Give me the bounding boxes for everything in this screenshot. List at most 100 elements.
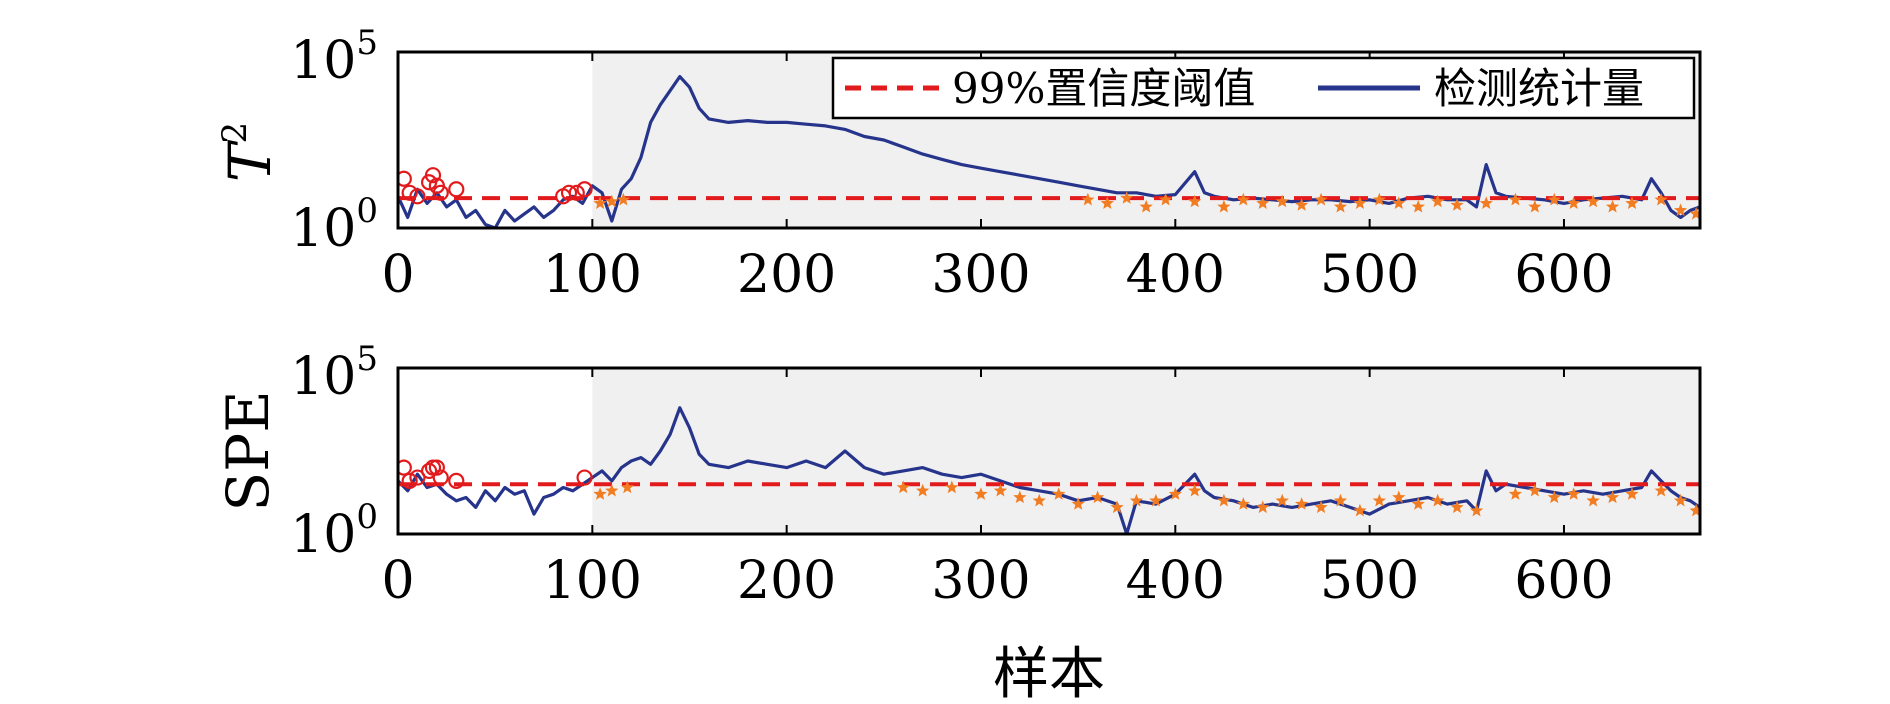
below-threshold-marker <box>1411 199 1425 213</box>
below-threshold-marker <box>1654 192 1668 206</box>
x-tick-label: 300 <box>931 245 1030 305</box>
below-threshold-marker <box>1168 487 1182 500</box>
normal-sample-marker <box>398 459 412 476</box>
below-threshold-marker <box>1120 191 1134 204</box>
fault-region-shading <box>592 368 1700 534</box>
below-threshold-marker <box>1547 192 1561 206</box>
legend-label-threshold: 99%置信度阈值 <box>952 64 1255 113</box>
below-threshold-marker <box>1013 490 1027 504</box>
below-threshold-marker <box>1605 490 1620 504</box>
below-threshold-marker <box>1392 490 1406 504</box>
below-threshold-marker <box>1090 490 1105 504</box>
below-threshold-marker <box>1450 198 1464 211</box>
below-threshold-marker <box>1469 503 1484 517</box>
below-threshold-marker <box>1188 483 1202 497</box>
below-threshold-marker <box>1158 192 1173 206</box>
below-threshold-marker <box>1625 196 1639 209</box>
detection-statistic-line <box>398 74 1700 228</box>
x-tick-label: 0 <box>381 551 414 611</box>
normal-sample-marker <box>401 472 418 489</box>
x-tick-label: 0 <box>381 245 414 305</box>
below-threshold-marker <box>620 480 634 494</box>
below-threshold-marker <box>1052 487 1066 500</box>
normal-sample-marker <box>448 472 465 489</box>
below-threshold-marker <box>1372 493 1386 507</box>
below-threshold-marker <box>1479 196 1493 209</box>
below-threshold-marker <box>1236 192 1250 206</box>
x-tick-label: 200 <box>737 245 836 305</box>
below-threshold-marker <box>593 196 607 209</box>
below-threshold-marker <box>1149 493 1163 507</box>
y-tick-label: 100 <box>290 497 378 565</box>
y-tick-label: 105 <box>290 339 378 407</box>
x-axis-label: 样本 <box>993 642 1105 704</box>
x-tick-label: 400 <box>1126 551 1225 611</box>
below-threshold-marker <box>1275 194 1289 208</box>
below-threshold-marker <box>1295 497 1309 510</box>
below-threshold-marker <box>916 483 930 497</box>
normal-sample-marker <box>560 184 578 201</box>
below-threshold-marker <box>1508 192 1522 206</box>
below-threshold-marker <box>1654 483 1668 497</box>
below-threshold-marker <box>1188 194 1202 208</box>
below-threshold-marker <box>1256 500 1270 514</box>
below-threshold-marker <box>1392 196 1406 209</box>
below-threshold-marker <box>896 480 910 494</box>
x-tick-label: 100 <box>543 245 642 305</box>
below-threshold-marker <box>593 487 607 500</box>
below-threshold-marker <box>605 194 619 208</box>
x-tick-label: 600 <box>1514 551 1613 611</box>
below-threshold-marker <box>1431 194 1445 208</box>
axes-frame <box>396 366 1702 536</box>
plot-area <box>398 74 1700 228</box>
below-threshold-marker <box>1528 199 1542 213</box>
below-threshold-marker <box>974 487 988 500</box>
below-threshold-marker <box>1372 192 1386 206</box>
below-threshold-marker <box>1081 192 1095 206</box>
below-threshold-marker <box>1275 493 1289 507</box>
legend: 99%置信度阈值 检测统计量 <box>831 56 1696 120</box>
y-axis-label: T2 <box>215 122 284 182</box>
detection-statistic-line <box>398 406 1700 534</box>
below-threshold-marker <box>1071 497 1085 510</box>
below-threshold-marker <box>1547 490 1561 504</box>
below-threshold-marker <box>1528 483 1542 497</box>
below-threshold-marker <box>1586 194 1600 208</box>
y-tick-label: 105 <box>290 23 378 91</box>
below-threshold-marker <box>1353 503 1367 517</box>
normal-sample-marker <box>568 184 585 201</box>
below-threshold-marker <box>1508 487 1522 500</box>
normal-sample-marker <box>398 170 412 187</box>
below-threshold-marker <box>1431 493 1445 507</box>
below-threshold-marker <box>1333 199 1348 213</box>
y-tick-label: 100 <box>290 191 378 259</box>
below-threshold-marker <box>1625 487 1639 500</box>
below-threshold-marker <box>1450 500 1464 514</box>
below-threshold-marker <box>605 483 619 497</box>
x-tick-label: 600 <box>1514 245 1613 305</box>
x-tick-label: 300 <box>931 551 1030 611</box>
normal-sample-marker <box>576 469 593 486</box>
legend-label-statistic: 检测统计量 <box>1434 64 1644 113</box>
below-threshold-marker <box>1032 493 1046 507</box>
below-threshold-marker <box>1567 487 1581 500</box>
below-threshold-marker <box>1236 497 1250 510</box>
below-threshold-marker <box>1217 493 1231 507</box>
plot-area <box>398 406 1700 534</box>
below-threshold-marker <box>1689 206 1700 220</box>
below-threshold-marker <box>1110 500 1124 514</box>
below-threshold-marker <box>1295 198 1309 211</box>
below-threshold-marker <box>1673 203 1688 217</box>
below-threshold-marker <box>1333 493 1348 507</box>
normal-sample-marker <box>420 462 438 480</box>
below-threshold-marker <box>1353 196 1367 209</box>
below-threshold-marker <box>1314 500 1328 514</box>
normal-sample-marker <box>432 184 449 201</box>
x-tick-label: 500 <box>1320 551 1419 611</box>
below-threshold-marker <box>1139 199 1153 213</box>
below-threshold-marker <box>945 480 959 494</box>
below-threshold-marker <box>1586 493 1600 507</box>
